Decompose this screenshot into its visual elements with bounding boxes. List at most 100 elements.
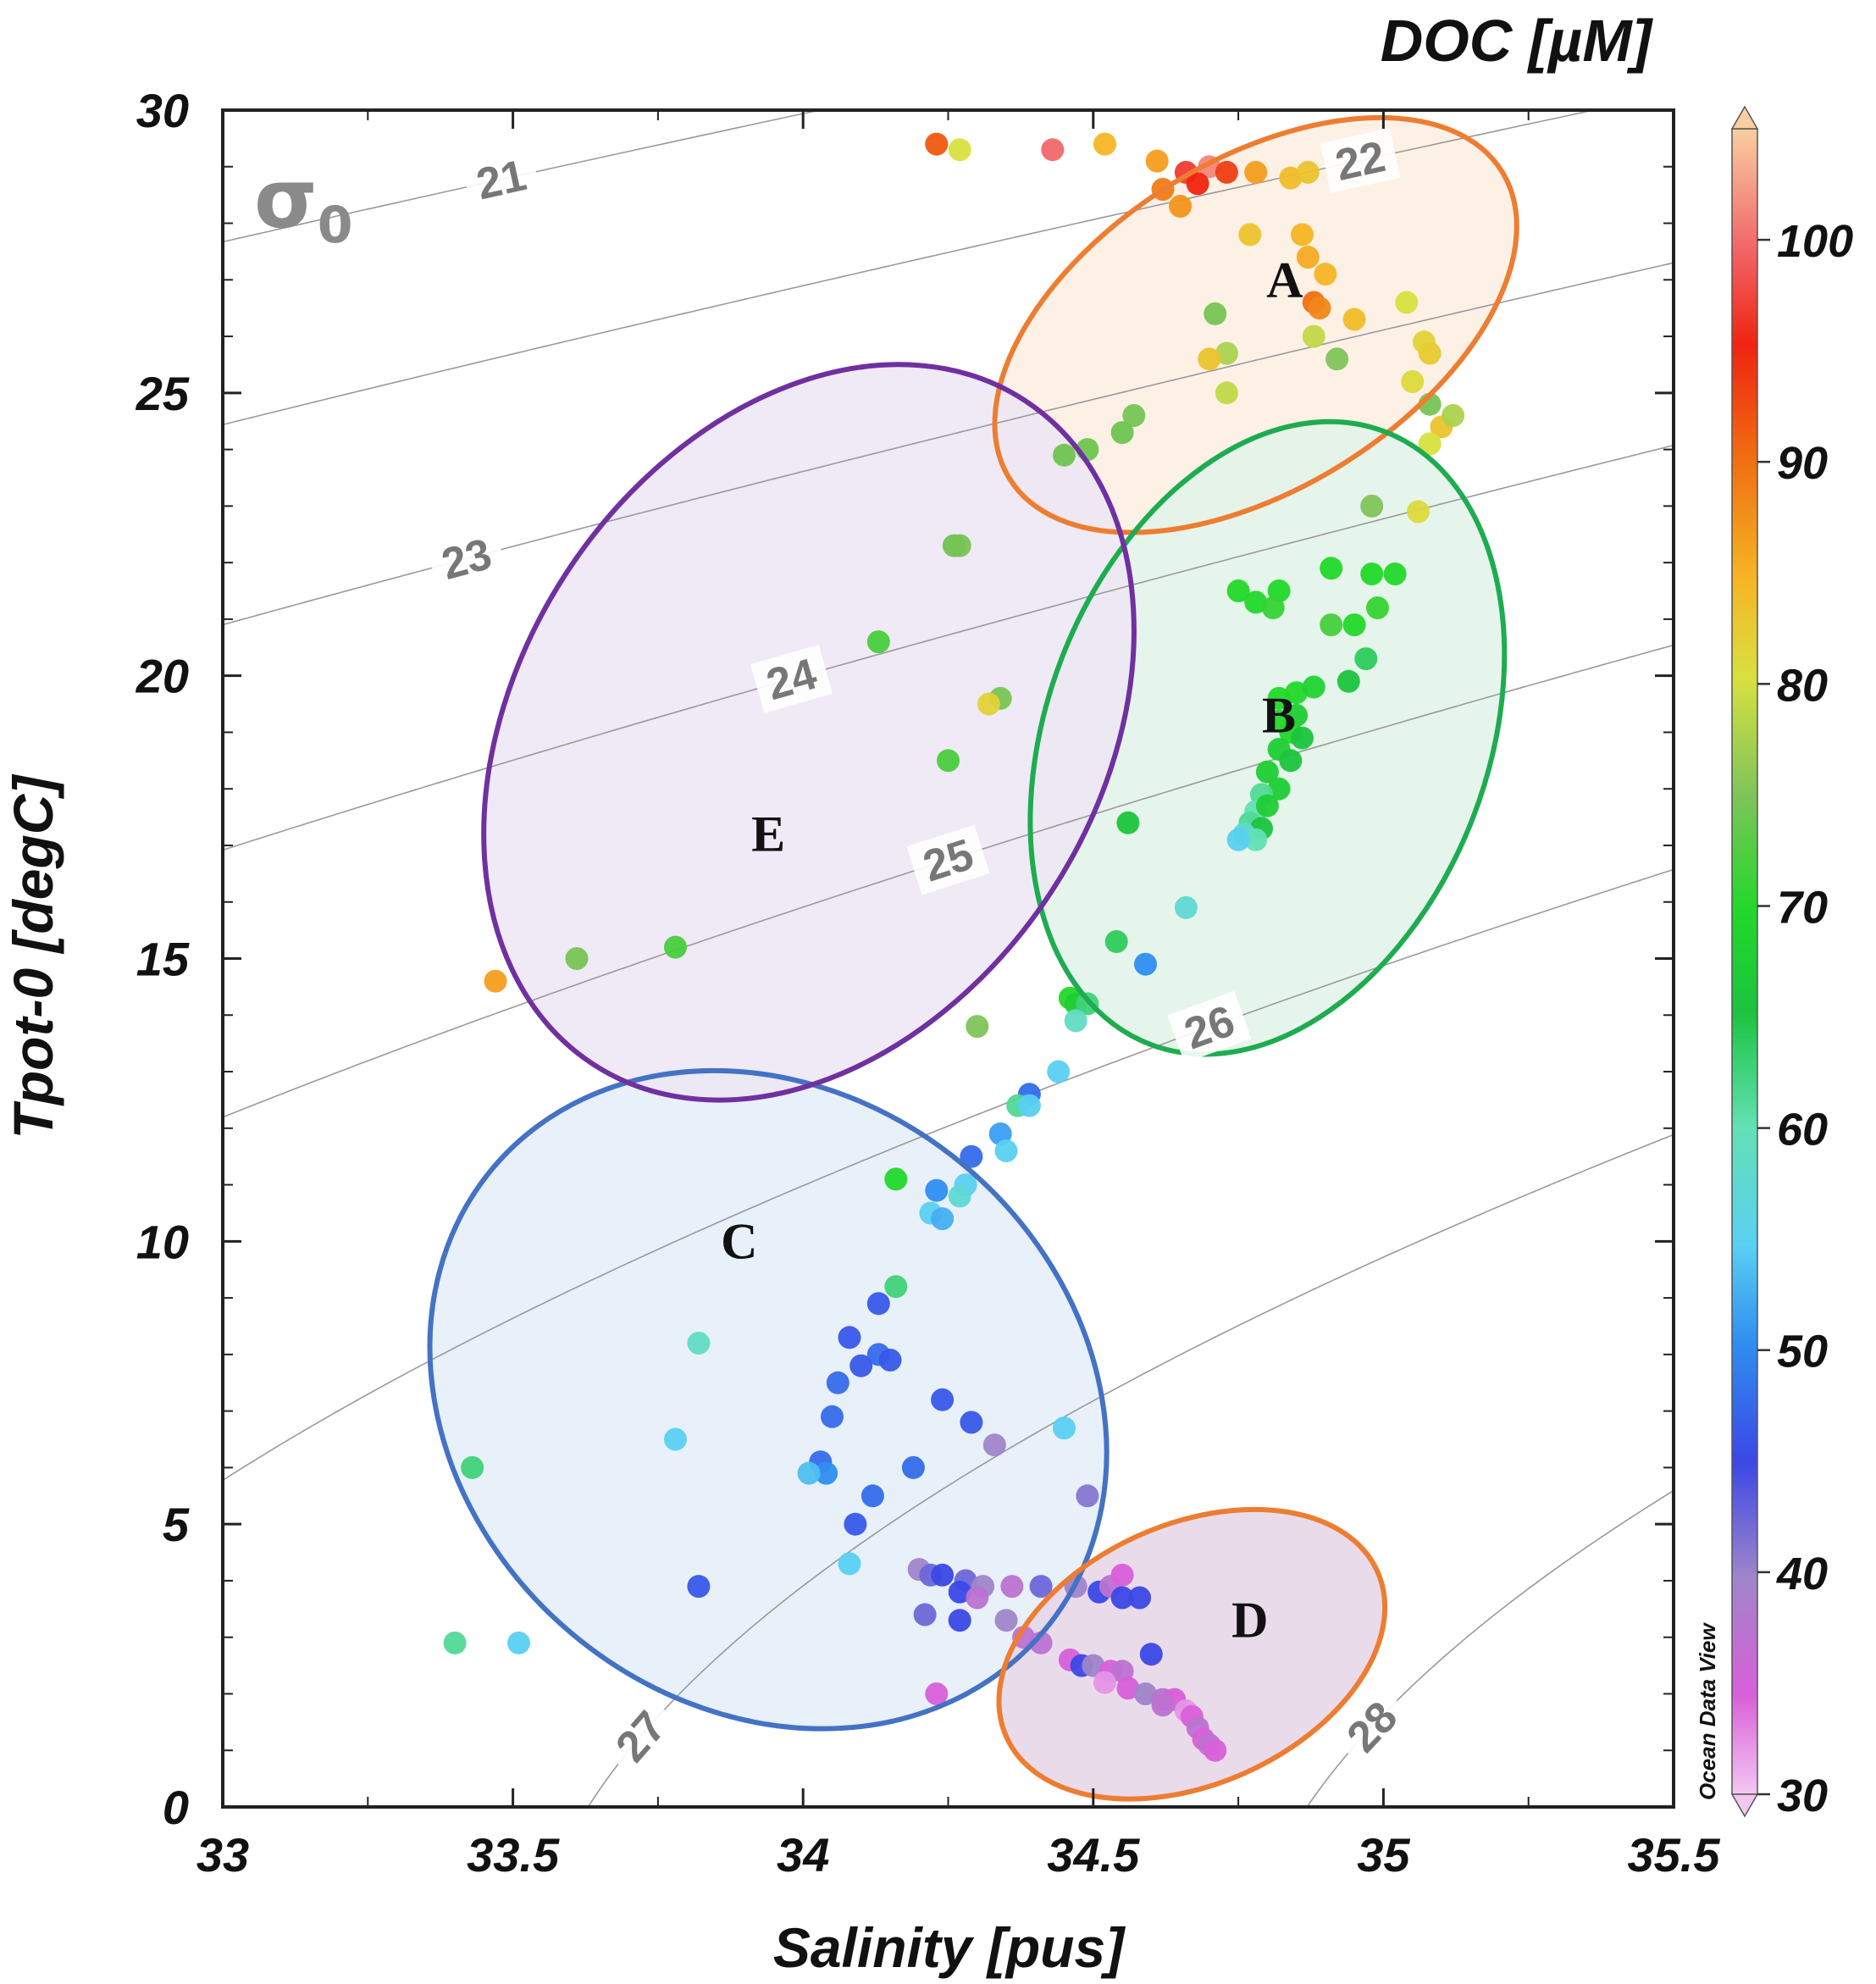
- data-point: [931, 1207, 955, 1231]
- data-point: [925, 132, 949, 156]
- data-point: [1255, 794, 1279, 817]
- contour-label-bg: [1320, 128, 1401, 193]
- data-point: [687, 1332, 711, 1355]
- sigma-symbol: σ: [254, 152, 318, 247]
- data-point: [1238, 223, 1262, 247]
- region-labels: A B C D E: [721, 252, 1303, 1648]
- data-point: [1314, 263, 1337, 286]
- sigma-contour-23: [223, 262, 1674, 626]
- data-point: [1244, 590, 1268, 614]
- region-label-c: C: [721, 1213, 757, 1269]
- colorbar-tick-label: 50: [1777, 1327, 1828, 1377]
- data-point: [1279, 166, 1303, 190]
- region-c-fill: [429, 1070, 1107, 1729]
- colorbar-tick-label: 40: [1776, 1549, 1828, 1599]
- data-point: [884, 1275, 908, 1299]
- colorbar-bottom-arrow: [1730, 1793, 1759, 1818]
- data-point: [1053, 443, 1076, 467]
- sigma-contour-26: [223, 868, 1674, 1482]
- data-point: [1041, 138, 1065, 162]
- data-point: [1325, 347, 1349, 371]
- data-point: [878, 1349, 902, 1372]
- data-point: [966, 1015, 989, 1039]
- data-point: [1291, 726, 1314, 750]
- data-point: [931, 1563, 955, 1587]
- data-point: [849, 1354, 873, 1377]
- data-point: [1000, 1575, 1024, 1599]
- data-point: [1139, 1643, 1163, 1666]
- data-point: [1012, 1626, 1036, 1649]
- data-point: [1110, 1586, 1134, 1610]
- region-c-outline: [427, 1067, 1110, 1732]
- data-point: [1360, 563, 1384, 585]
- colorbar-tick-label: 90: [1777, 438, 1828, 489]
- data-point: [1383, 563, 1407, 585]
- data-point: [1204, 1738, 1227, 1762]
- data-point: [1064, 1009, 1087, 1033]
- data-point: [1082, 1654, 1105, 1677]
- data-point: [948, 138, 971, 162]
- data-point: [1215, 381, 1238, 405]
- data-point: [1395, 291, 1419, 314]
- data-point: [838, 1552, 861, 1576]
- data-point: [1104, 930, 1128, 953]
- data-point: [994, 1139, 1018, 1162]
- data-point: [664, 1427, 687, 1451]
- data-point: [977, 692, 1000, 716]
- contour-label-bg: [461, 147, 542, 213]
- data-point: [1169, 195, 1193, 218]
- x-tick-label: 35: [1357, 1828, 1410, 1881]
- data-point: [1053, 1416, 1076, 1440]
- data-point: [1401, 370, 1425, 393]
- data-point: [1116, 1676, 1140, 1700]
- y-tick-label: 15: [136, 933, 190, 986]
- region-d-outline: [996, 1506, 1388, 1802]
- contour-label-23: 23: [437, 529, 497, 590]
- colorbar-tick-label: 60: [1777, 1105, 1828, 1155]
- data-point: [1320, 557, 1343, 580]
- data-point: [1174, 895, 1198, 919]
- data-point: [1336, 669, 1360, 693]
- data-point: [1116, 811, 1140, 834]
- region-e-fill: [484, 364, 1134, 1100]
- data-point: [1145, 149, 1169, 173]
- data-point: [884, 1167, 908, 1191]
- sigma-symbol-label: σ0: [254, 152, 353, 255]
- data-point: [1093, 132, 1116, 156]
- data-point: [687, 1575, 711, 1599]
- x-tick-label: 34.5: [1047, 1828, 1140, 1881]
- x-tick-label: 34: [777, 1828, 829, 1881]
- sigma-contour-27: [587, 1133, 1674, 1807]
- region-label-b: B: [1262, 687, 1296, 743]
- data-point: [1418, 432, 1442, 456]
- colorbar-tick-label: 70: [1777, 882, 1828, 933]
- contour-label-22: 22: [1331, 132, 1390, 191]
- data-point: [1151, 1693, 1175, 1717]
- data-point: [1285, 681, 1309, 705]
- y-axis-title: Tpot-0 [degC]: [2, 774, 64, 1139]
- data-point: [1360, 494, 1384, 518]
- data-point: [1418, 341, 1442, 365]
- sigma-subscript: 0: [318, 196, 353, 255]
- y-tick-label: 10: [136, 1215, 189, 1268]
- contour-label-bg: [598, 1693, 683, 1780]
- data-point: [1296, 160, 1320, 184]
- data-point: [461, 1455, 484, 1479]
- colorbar-tick-label: 30: [1777, 1771, 1828, 1821]
- data-point: [1110, 421, 1134, 445]
- data-point: [1226, 579, 1250, 602]
- data-point: [1076, 1484, 1099, 1508]
- data-point: [948, 1609, 971, 1632]
- y-tick-label: 25: [136, 367, 190, 420]
- data-point: [866, 630, 890, 654]
- region-outlines: [427, 114, 1519, 1802]
- data-point: [1308, 296, 1331, 320]
- colorbar-title: DOC [µM]: [1381, 8, 1654, 74]
- data-point: [994, 1609, 1018, 1632]
- contour-label-bg: [1167, 990, 1252, 1063]
- data-point: [1366, 596, 1389, 619]
- data-point: [1017, 1094, 1041, 1117]
- data-point: [931, 1388, 955, 1411]
